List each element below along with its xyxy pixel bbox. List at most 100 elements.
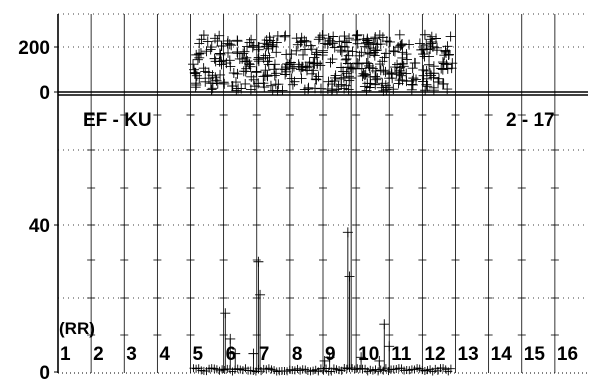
- top-point: [296, 36, 307, 47]
- unit-label: (RR): [59, 319, 95, 338]
- top-point: [216, 40, 227, 51]
- top-point: [411, 74, 422, 85]
- top-point: [418, 44, 429, 55]
- top-point: [202, 36, 213, 47]
- top-point: [395, 62, 406, 73]
- top-point: [364, 82, 375, 93]
- spike-point: [384, 341, 395, 352]
- top-point: [298, 49, 309, 60]
- top-point: [253, 54, 264, 65]
- top-point: [251, 66, 262, 77]
- top-point: [244, 37, 255, 48]
- spike-point: [230, 348, 241, 359]
- top-point: [323, 33, 334, 44]
- top-point: [291, 33, 302, 44]
- top-point: [426, 70, 437, 81]
- top-point: [369, 33, 380, 44]
- top-point: [214, 48, 225, 59]
- top-point: [309, 52, 320, 63]
- column-label: 3: [126, 344, 137, 365]
- top-point: [381, 84, 392, 95]
- spike-point: [344, 271, 355, 282]
- spike-point: [225, 333, 236, 344]
- top-point: [194, 73, 205, 84]
- top-point: [369, 50, 380, 61]
- top-point: [377, 78, 388, 89]
- column-label: 10: [358, 344, 379, 365]
- top-point: [394, 29, 405, 40]
- top-point: [214, 30, 225, 41]
- top-point: [395, 40, 406, 51]
- top-point: [394, 69, 405, 80]
- top-point: [341, 53, 352, 64]
- spike-point: [220, 308, 231, 319]
- top-point: [368, 38, 379, 49]
- top-point: [194, 52, 205, 63]
- top-point: [296, 73, 307, 84]
- spike-point: [374, 355, 385, 366]
- top-point: [215, 49, 226, 60]
- top-point: [391, 67, 402, 78]
- top-point: [327, 79, 338, 90]
- top-point: [267, 41, 278, 52]
- top-point: [432, 42, 443, 53]
- column-label: 14: [491, 344, 513, 365]
- top-point: [246, 71, 257, 82]
- top-point: [352, 38, 363, 49]
- baseline-point: [446, 364, 455, 373]
- spike-point: [253, 256, 264, 267]
- top-point: [195, 48, 206, 59]
- top-point: [273, 79, 284, 90]
- top-point: [342, 58, 353, 69]
- top-point: [393, 78, 404, 89]
- top-point: [420, 85, 431, 96]
- top-point: [190, 67, 201, 78]
- top-point: [375, 39, 386, 50]
- top-point: [299, 44, 310, 55]
- column-label: 2: [93, 344, 104, 365]
- column-label: 1: [60, 344, 71, 365]
- top-point: [339, 31, 350, 42]
- top-point: [425, 34, 436, 45]
- top-point: [242, 41, 253, 52]
- top-point: [245, 84, 256, 95]
- top-point: [426, 31, 437, 42]
- top-y-tick-label: 0: [39, 83, 50, 104]
- top-point: [425, 38, 436, 49]
- top-point: [280, 69, 291, 80]
- top-point: [225, 61, 236, 72]
- top-point: [259, 38, 270, 49]
- top-point: [401, 49, 412, 60]
- top-point: [200, 66, 211, 77]
- top-point: [437, 57, 448, 68]
- top-point: [276, 64, 287, 75]
- top-point: [263, 43, 274, 54]
- top-point: [245, 61, 256, 72]
- top-point: [397, 52, 408, 63]
- top-point: [311, 74, 322, 85]
- top-point: [380, 48, 391, 59]
- top-point: [263, 59, 274, 70]
- top-point: [381, 36, 392, 47]
- top-point: [416, 44, 427, 55]
- top-point: [258, 71, 269, 82]
- bottom-y-tick-label: 40: [29, 216, 50, 237]
- top-point: [440, 45, 451, 56]
- top-point: [232, 47, 243, 58]
- column-label: 12: [424, 344, 445, 365]
- top-point: [299, 35, 310, 46]
- column-label: 11: [391, 344, 412, 365]
- top-point: [314, 32, 325, 43]
- top-point: [227, 81, 238, 92]
- top-point: [232, 35, 243, 46]
- top-point: [359, 41, 370, 52]
- top-point: [196, 34, 207, 45]
- grid-layer: [58, 13, 588, 373]
- top-point: [194, 38, 205, 49]
- top-point: [279, 31, 290, 42]
- spike-point: [346, 73, 357, 83]
- top-point: [428, 72, 439, 83]
- top-point: [389, 62, 400, 73]
